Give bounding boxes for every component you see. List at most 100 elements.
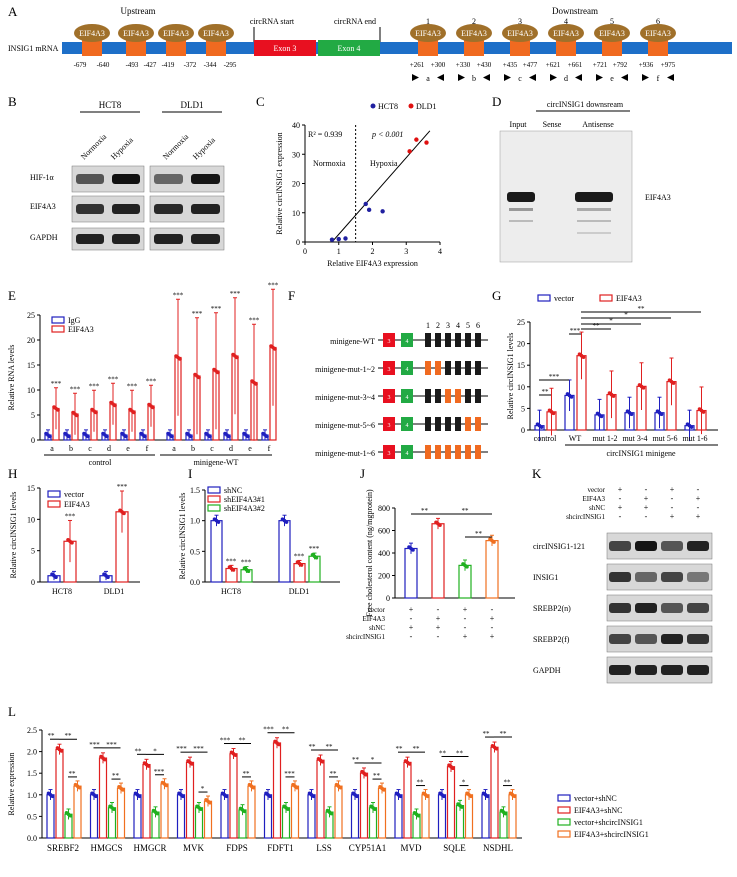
data-point (105, 434, 109, 439)
data-point (190, 762, 194, 766)
eif4a3-protein-label: EIF4A3 (553, 29, 579, 38)
data-point (641, 386, 646, 390)
y-tick-label: 0.0 (27, 834, 37, 843)
scatter-point (366, 207, 372, 213)
exon4-label: 4 (406, 339, 409, 345)
blot-band (635, 541, 657, 551)
blot-band (112, 204, 140, 214)
sig-marker: ** (421, 507, 429, 515)
blot-band (635, 634, 657, 644)
y-tick-label: 800 (378, 504, 390, 513)
scatter-point (424, 140, 429, 145)
data-point (265, 434, 269, 439)
y-tick-label: 5 (31, 411, 35, 420)
binding-site-box (82, 40, 102, 56)
legend-label: shEIF4A3#1 (224, 495, 265, 504)
western-blot-panel (71, 227, 145, 251)
sig-marker: ** (542, 388, 550, 396)
sig-marker: *** (106, 741, 117, 749)
cell-line-dld1: DLD1 (181, 100, 204, 110)
eif4a3-protein-label: EIF4A3 (415, 29, 441, 38)
cell-line-hct8: HCT8 (99, 100, 122, 110)
treatment-label: shcircINSIG1 (566, 513, 605, 521)
y-tick-label: 200 (378, 572, 390, 581)
exon3-label: 3 (388, 395, 391, 401)
mutant-site (475, 445, 481, 459)
bar (263, 794, 273, 839)
group-label: minigene-WT (194, 458, 239, 467)
data-point (137, 794, 142, 799)
site-number: 3 (446, 321, 450, 330)
data-point (48, 434, 52, 439)
bar (334, 785, 343, 839)
scatter-point (343, 236, 348, 241)
data-point (251, 785, 256, 790)
eif4a3-protein-label: EIF4A3 (163, 29, 189, 38)
treatment-sign: - (491, 623, 494, 632)
blot-band (687, 541, 709, 551)
wildtype-site (445, 417, 451, 431)
y-tick-label: 20 (517, 340, 525, 349)
bar (220, 794, 229, 839)
data-point (170, 434, 174, 439)
blot-band (191, 204, 220, 214)
data-point (122, 511, 126, 516)
y-tick-label: 2.0 (27, 748, 37, 757)
position-label: +936 (639, 61, 654, 69)
exon4-label: 4 (406, 451, 409, 457)
x-tick-label: d (107, 444, 111, 453)
data-point (106, 575, 110, 580)
sig-marker: ** (456, 749, 464, 757)
western-blot-panel (149, 227, 225, 251)
pulldown-band-label: EIF4A3 (645, 193, 671, 202)
primer-label: c (518, 74, 522, 83)
sig-marker: ** (413, 745, 421, 753)
sig-marker: *** (549, 373, 560, 381)
wildtype-site (425, 333, 431, 347)
binding-site-box (648, 40, 668, 56)
treatment-sign: - (645, 485, 648, 494)
cond-hypoxia-2: Hypoxia (191, 135, 217, 161)
data-point (425, 794, 430, 799)
sig-marker: ** (326, 743, 334, 751)
blot-band (687, 665, 709, 675)
data-point (121, 788, 125, 792)
primer-arrow-right (458, 74, 465, 81)
binding-site-box (166, 40, 186, 56)
binding-site-box (464, 40, 484, 56)
data-point (355, 794, 359, 799)
bar (490, 746, 499, 839)
data-point (469, 794, 473, 799)
data-point (485, 794, 490, 799)
exon3-box (383, 417, 395, 431)
data-point (451, 766, 455, 771)
y-tick-label: 1.5 (27, 769, 37, 778)
panel-letter-j: J (360, 466, 365, 481)
exon4-label: 4 (406, 423, 409, 429)
data-point (224, 794, 229, 799)
legend-label: vector+shcircINSIG1 (574, 818, 643, 827)
panel-letter-h: H (8, 466, 17, 481)
treatment-sign: + (618, 503, 623, 512)
y-tick-label: 15 (27, 361, 35, 370)
x-tick-label: a (50, 444, 54, 453)
x-tick-label: mut 1-2 (592, 434, 617, 443)
wildtype-site (425, 417, 431, 431)
mutant-site (425, 361, 431, 375)
eif4a3-protein-label: EIF4A3 (79, 29, 105, 38)
data-point (178, 357, 182, 361)
legend-swatch (537, 294, 551, 302)
group-label: control (89, 458, 112, 467)
wildtype-site (445, 333, 451, 347)
data-point (569, 395, 574, 399)
treatment-sign: - (464, 614, 467, 623)
bar (403, 761, 412, 839)
sig-marker: ** (504, 779, 512, 787)
panel-letter-c: C (256, 94, 265, 109)
panel-letter-e: E (8, 288, 16, 303)
sig-marker: ** (439, 749, 447, 757)
position-label: +661 (568, 61, 583, 69)
sig-marker: * (201, 785, 205, 793)
data-point (67, 434, 71, 439)
